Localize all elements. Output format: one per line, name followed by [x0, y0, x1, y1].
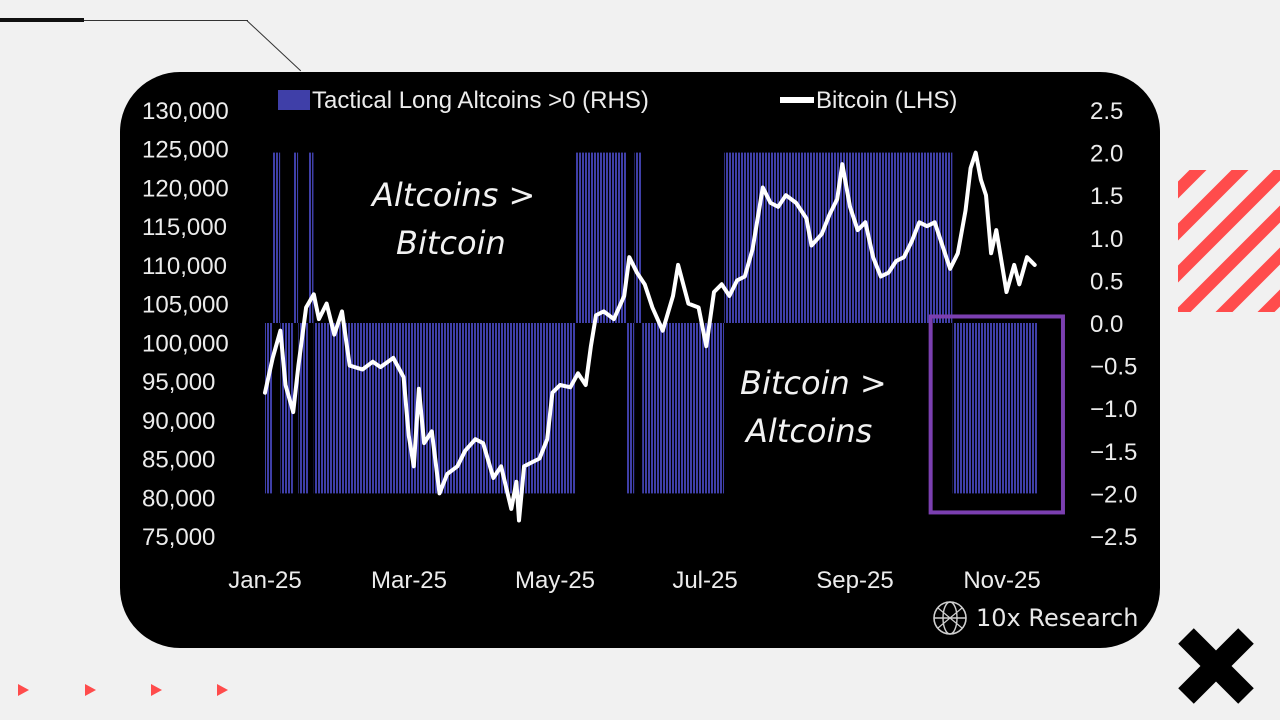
globe-logo-icon	[933, 601, 967, 635]
legend-swatch-bitcoin	[780, 97, 814, 103]
triangle-marker	[85, 684, 96, 696]
right-axis-tick-label: 0.5	[1090, 268, 1123, 295]
x-axis-tick-label: Mar-25	[371, 567, 447, 594]
x-axis-tick-label: Nov-25	[963, 567, 1040, 594]
x-axis-tick-label: Jul-25	[672, 567, 737, 594]
tactical-long-bar	[642, 323, 725, 494]
tactical-long-bar	[634, 152, 642, 323]
tactical-long-bar	[298, 323, 309, 494]
left-axis-tick-label: 125,000	[142, 137, 229, 164]
chart-annotation-text: Altcoins >	[370, 176, 535, 214]
right-axis-tick-label: −2.0	[1090, 481, 1137, 508]
left-axis-tick-label: 80,000	[142, 485, 215, 512]
triangle-marker	[151, 684, 162, 696]
chart-annotation-text: Altcoins	[744, 412, 872, 450]
right-axis-tick-label: 0.0	[1090, 311, 1123, 338]
left-axis-tick-label: 90,000	[142, 408, 215, 435]
x-axis-tick-label: Jan-25	[228, 567, 301, 594]
tactical-long-bar	[308, 152, 314, 323]
left-axis-tick-label: 110,000	[142, 253, 227, 280]
left-axis-tick-label: 130,000	[142, 98, 229, 125]
left-axis-tick-label: 100,000	[142, 330, 229, 357]
bitcoin-price-line	[263, 150, 1037, 523]
brand: 10x Research	[932, 600, 1138, 636]
decorative-stripes	[1178, 170, 1280, 312]
left-axis-tick-label: 75,000	[142, 524, 215, 551]
chart-panel: 130,000 125,000 120,000 115,000 110,000 105,0…	[120, 72, 1160, 648]
chart-annotation-text: Bitcoin	[396, 224, 506, 262]
triangle-marker	[18, 684, 29, 696]
x-axis-tick-label: Sep-25	[816, 567, 893, 594]
tactical-long-bar	[272, 152, 281, 323]
x-mark-icon	[1178, 628, 1254, 704]
decorative-line-thick	[0, 18, 84, 22]
right-axis-tick-label: 1.0	[1090, 226, 1123, 253]
tactical-long-bar	[293, 152, 299, 323]
legend-label-tactical: Tactical Long Altcoins >0 (RHS)	[312, 87, 649, 114]
brand-name: 10x Research	[976, 604, 1139, 632]
right-axis-tick-label: −2.5	[1090, 524, 1137, 551]
tactical-long-bar	[952, 323, 1038, 494]
left-axis-tick-label: 105,000	[142, 292, 229, 319]
tactical-long-bar	[626, 323, 635, 494]
right-axis-tick-label: −1.0	[1090, 396, 1137, 423]
right-axis-tick-label: −1.5	[1090, 439, 1137, 466]
x-axis-tick-label: May-25	[515, 567, 595, 594]
right-axis-tick-label: 1.5	[1090, 183, 1123, 210]
bitcoin-vs-altcoins-chart: 130,000 125,000 120,000 115,000 110,000 105,0…	[142, 87, 1137, 594]
legend-label-bitcoin: Bitcoin (LHS)	[816, 87, 957, 114]
right-axis-tick-label: −0.5	[1090, 354, 1137, 381]
chart-annotation-text: Bitcoin >	[740, 364, 887, 402]
legend-swatch-tactical	[278, 90, 310, 110]
left-axis-tick-label: 95,000	[142, 369, 215, 396]
right-axis-tick-label: 2.5	[1090, 98, 1123, 125]
left-axis-tick-label: 115,000	[142, 214, 227, 241]
tactical-long-bar	[575, 152, 627, 323]
right-axis-tick-label: 2.0	[1090, 141, 1123, 168]
triangle-marker	[217, 684, 228, 696]
tactical-long-bar	[265, 323, 273, 494]
decorative-line-diagonal	[246, 20, 302, 72]
left-axis-tick-label: 120,000	[142, 175, 229, 202]
left-axis-tick-label: 85,000	[142, 447, 215, 474]
decorative-line-thin	[84, 20, 248, 21]
highlight-box	[928, 314, 1065, 515]
tactical-long-bar	[313, 323, 576, 494]
